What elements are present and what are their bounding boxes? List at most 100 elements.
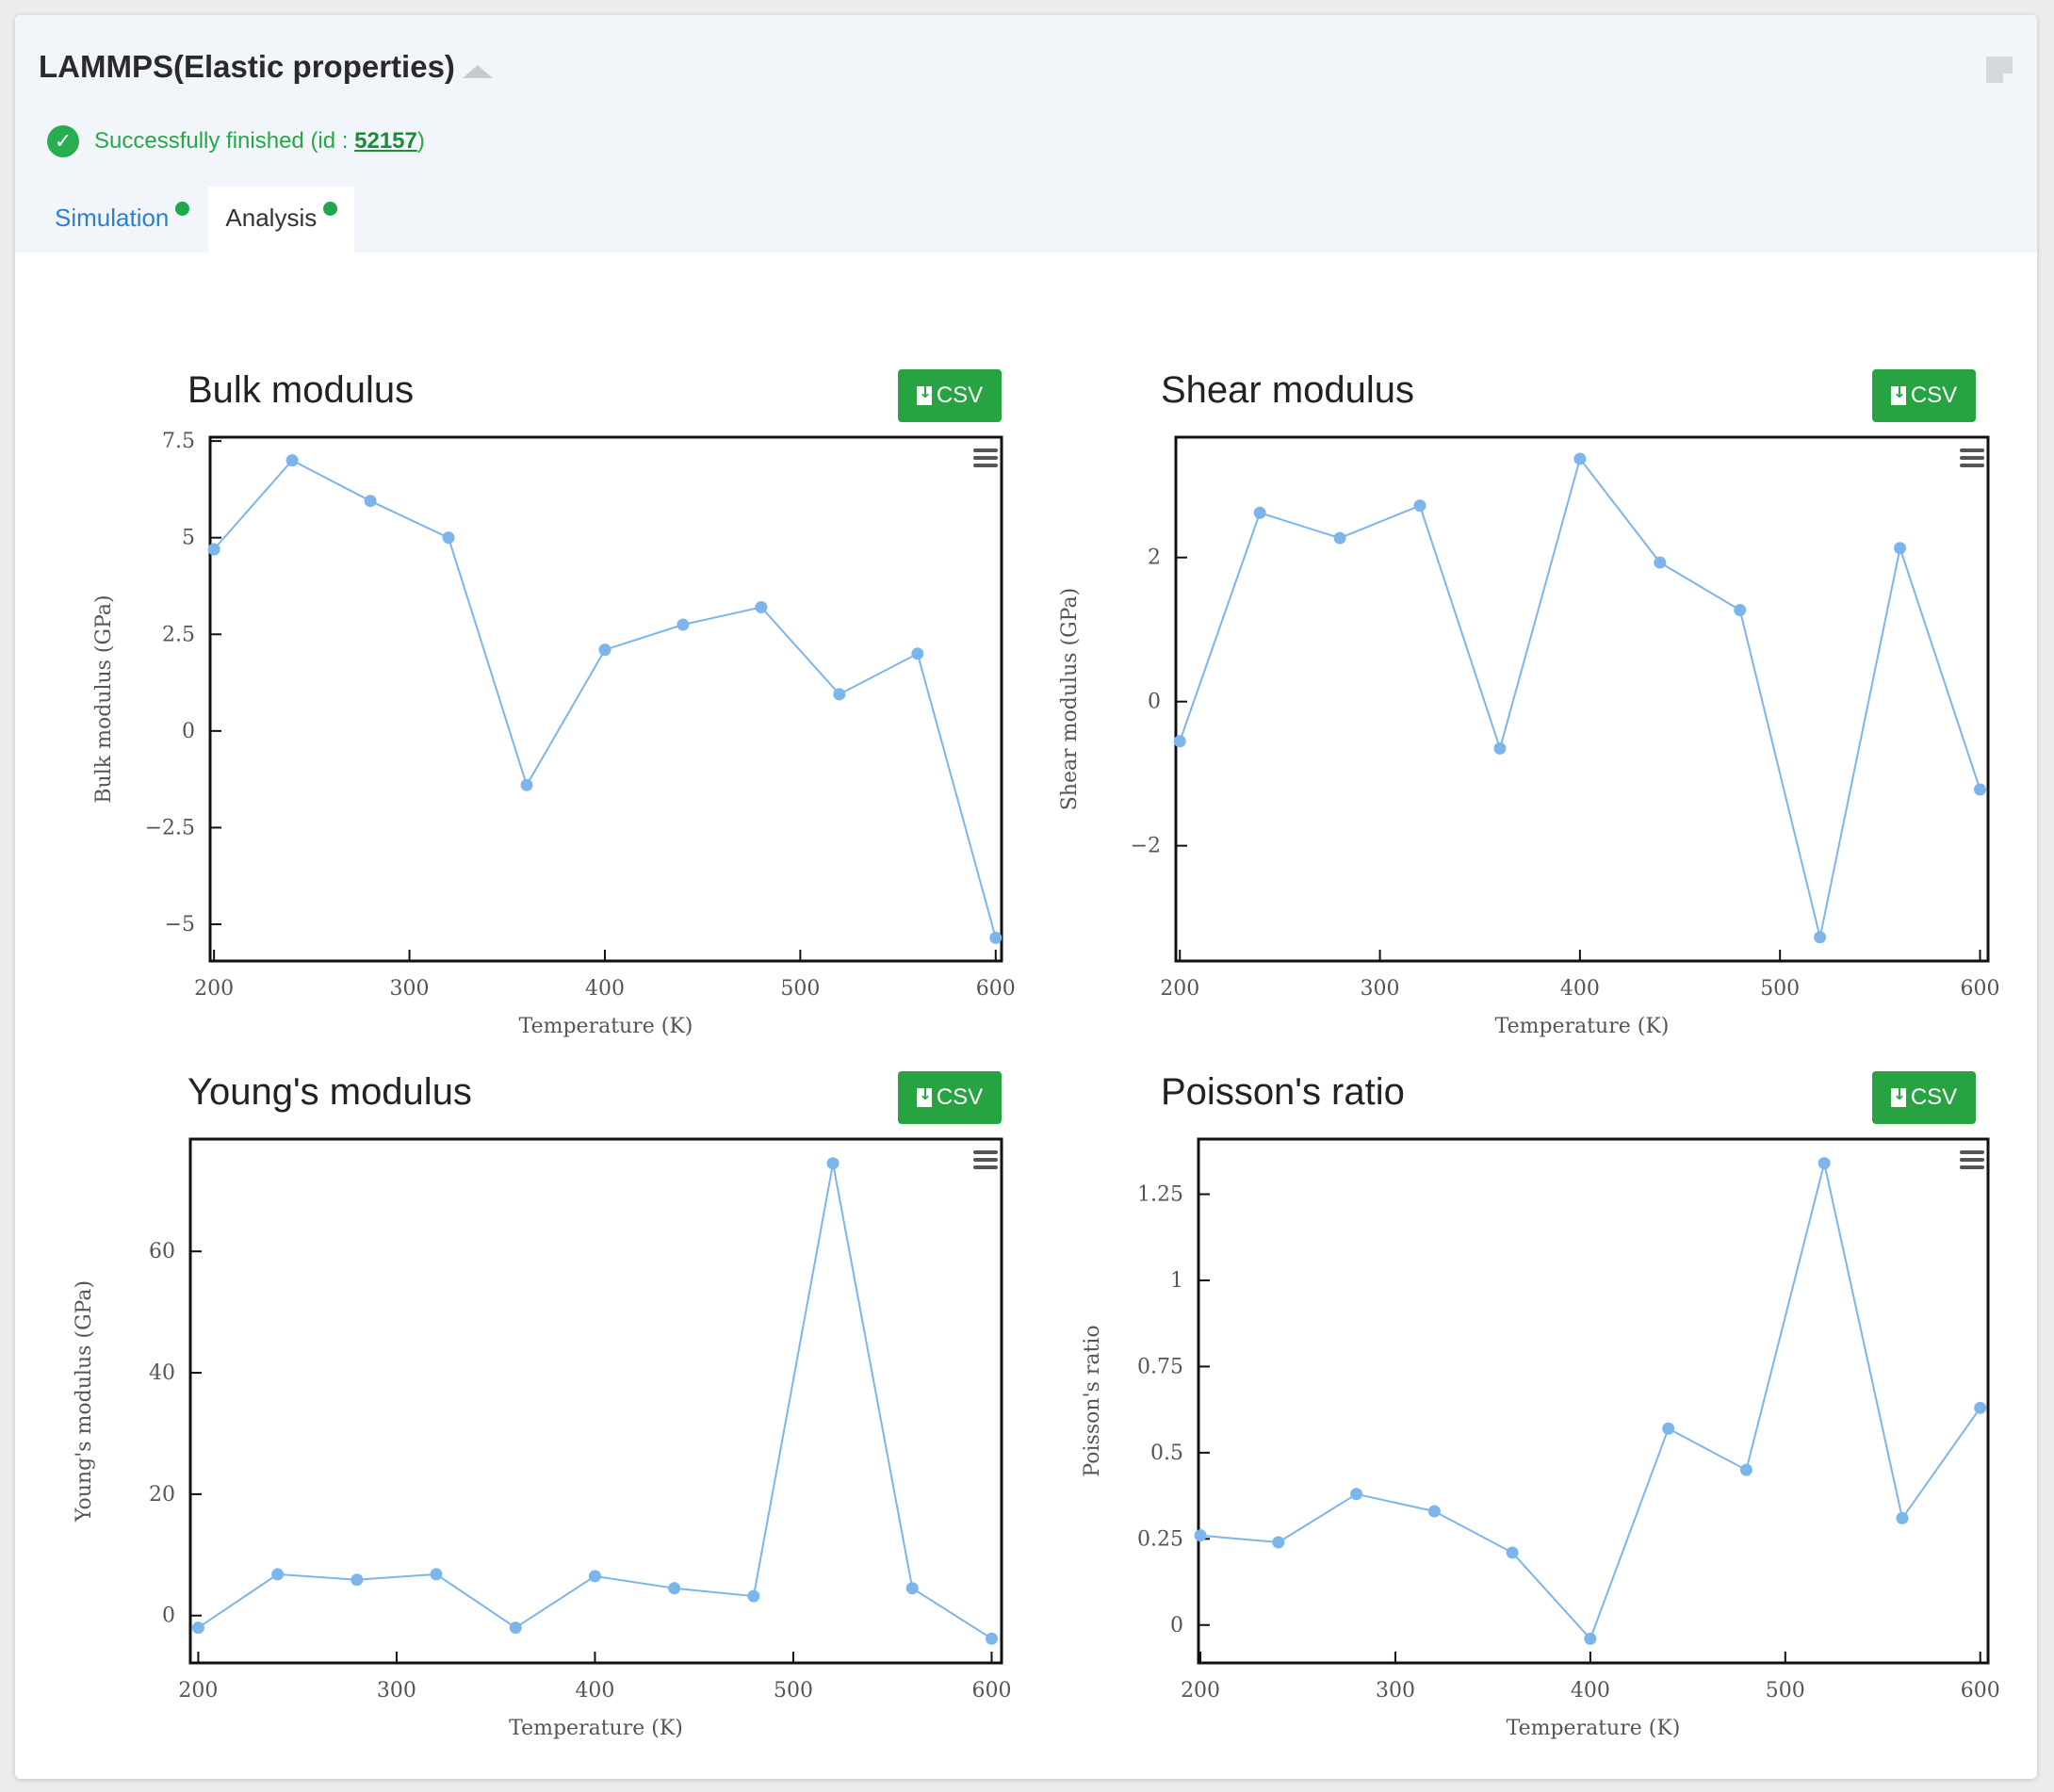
x-axis-label: Temperature (K) <box>509 1717 683 1740</box>
menu-bar <box>1960 464 1984 467</box>
y-tick-label: 0.75 <box>1137 1355 1183 1378</box>
x-tick-label: 200 <box>1181 1679 1220 1702</box>
tab-label: Simulation <box>55 204 170 232</box>
x-axis-label: Temperature (K) <box>1495 1015 1670 1038</box>
data-point <box>905 1582 919 1595</box>
x-tick-label: 600 <box>971 1679 1011 1702</box>
y-axis-label: Bulk modulus (GPa) <box>92 595 116 803</box>
chart-shear-modulus: 200 300 400 500 600 2 0 −2 Temperature (K) Shear … <box>1058 435 2000 1038</box>
y-tick-label: −5 <box>165 913 195 937</box>
menu-bar <box>1960 1158 1984 1162</box>
page-title: LAMMPS(Elastic properties) <box>39 49 455 84</box>
data-point <box>1739 1463 1752 1476</box>
job-header: LAMMPS(Elastic properties) ✓ Successfull… <box>15 15 2037 253</box>
job-id-link[interactable]: 52157 <box>354 128 417 154</box>
data-point <box>755 601 768 614</box>
x-tick-label: 200 <box>194 977 234 1001</box>
data-point <box>207 543 220 556</box>
hamburger-menu-icon[interactable] <box>1960 448 1984 467</box>
status-row: ✓ Successfully finished (id : 52157) <box>47 125 425 157</box>
chart-title: Poisson's ratio <box>1161 1071 1405 1113</box>
data-point <box>677 618 690 631</box>
file-download-icon <box>916 1085 932 1107</box>
sticky-note-icon[interactable] <box>1986 57 2013 83</box>
data-point <box>285 454 299 467</box>
menu-bar <box>973 464 998 467</box>
title-row: LAMMPS(Elastic properties) <box>39 49 493 85</box>
data-point <box>588 1570 601 1583</box>
data-point <box>1272 1536 1285 1549</box>
y-tick-label: 60 <box>149 1240 175 1263</box>
menu-bar <box>1960 1165 1984 1169</box>
x-tick-label: 400 <box>575 1679 614 1702</box>
file-download-icon <box>1890 1085 1906 1107</box>
y-tick-label: −2 <box>1131 835 1161 858</box>
y-axis-label: Young's modulus (GPa) <box>73 1280 96 1523</box>
plot-frame <box>188 1137 1003 1665</box>
chart-poissons-ratio: 200 300 400 500 600 1.25 1 0.75 0.5 0.25 0 Temperat… <box>1081 1137 2000 1740</box>
data-point <box>1974 783 1987 796</box>
data-point <box>1333 531 1346 545</box>
csv-download-button[interactable]: CSV <box>1872 369 1976 422</box>
x-tick-label: 300 <box>1361 977 1400 1001</box>
tab-bar: Simulation Analysis <box>15 187 355 253</box>
data-point <box>1974 1401 1987 1414</box>
data-point <box>1818 1157 1831 1170</box>
csv-label: CSV <box>936 383 984 408</box>
status-text: Successfully finished (id : 52157) <box>94 128 425 155</box>
data-point <box>1662 1422 1675 1435</box>
chart-title: Young's modulus <box>187 1071 472 1113</box>
y-tick-label: 2 <box>1148 546 1161 570</box>
green-dot-icon <box>323 202 338 216</box>
data-point <box>364 495 377 508</box>
x-tick-label: 300 <box>1376 1679 1415 1702</box>
hamburger-menu-icon[interactable] <box>973 1150 998 1169</box>
menu-bar <box>1960 1150 1984 1154</box>
plot-frame <box>208 435 1003 963</box>
x-tick-label: 500 <box>1766 1679 1805 1702</box>
x-axis-label: Temperature (K) <box>1507 1717 1681 1740</box>
data-point <box>1896 1511 1909 1524</box>
csv-label: CSV <box>1910 1084 1958 1110</box>
data-point <box>1894 542 1907 555</box>
y-tick-label: 7.5 <box>162 430 195 453</box>
data-point <box>668 1582 681 1595</box>
data-point <box>191 1621 204 1635</box>
data-point <box>911 647 924 660</box>
chevron-up-icon[interactable] <box>462 65 493 78</box>
chart-panel-bulk-modulus: Bulk modulus CSV 200 300 400 500 600 7.5 5 2.5 0… <box>29 354 1019 1038</box>
tab-analysis[interactable]: Analysis <box>208 187 355 253</box>
x-tick-label: 400 <box>585 977 625 1001</box>
csv-download-button[interactable]: CSV <box>1872 1071 1976 1124</box>
data-point <box>1427 1505 1441 1518</box>
file-download-icon <box>1890 383 1906 405</box>
data-point <box>1814 931 1827 944</box>
hamburger-menu-icon[interactable] <box>1960 1150 1984 1169</box>
data-point <box>598 643 611 657</box>
x-tick-label: 500 <box>1760 977 1800 1001</box>
y-tick-label: 0.25 <box>1137 1527 1183 1551</box>
y-tick-label: 0 <box>182 720 195 743</box>
y-tick-label: 0 <box>162 1605 175 1628</box>
data-point <box>350 1573 364 1587</box>
csv-download-button[interactable]: CSV <box>898 1071 1002 1124</box>
csv-download-button[interactable]: CSV <box>898 369 1002 422</box>
data-point <box>1654 556 1667 569</box>
x-tick-label: 500 <box>774 1679 813 1702</box>
y-tick-label: 5 <box>182 527 195 550</box>
tab-simulation[interactable]: Simulation <box>15 187 208 253</box>
data-point <box>747 1589 760 1603</box>
csv-label: CSV <box>936 1084 984 1110</box>
menu-bar <box>973 1165 998 1169</box>
x-tick-label: 200 <box>178 1679 218 1702</box>
data-point <box>1413 499 1426 513</box>
data-point <box>1734 604 1747 617</box>
y-axis-label: Shear modulus (GPa) <box>1058 588 1082 810</box>
x-tick-label: 600 <box>1961 977 2000 1001</box>
x-axis-label: Temperature (K) <box>519 1015 693 1038</box>
chart-panel-youngs-modulus: Young's modulus CSV 20030040050060060402… <box>29 1056 1019 1740</box>
hamburger-menu-icon[interactable] <box>973 448 998 467</box>
data-point <box>1350 1488 1363 1501</box>
data-point <box>1194 1529 1207 1542</box>
y-tick-label: 0 <box>1170 1614 1183 1637</box>
